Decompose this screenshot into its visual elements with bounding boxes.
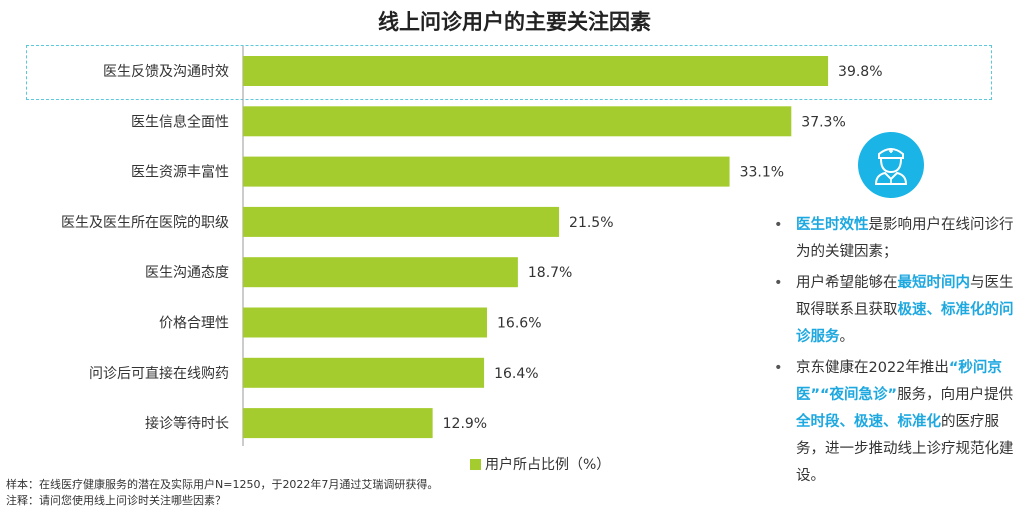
category-label-0: 医生反馈及沟通时效 <box>103 64 229 80</box>
bullet-text: 服务，向用户提供 <box>897 387 1014 403</box>
bullet-text: 京东健康在2022年推出 <box>796 360 949 376</box>
value-label-4: 18.7% <box>528 265 572 281</box>
value-label-2: 33.1% <box>740 165 784 181</box>
doctor-icon <box>858 132 924 198</box>
bar-3 <box>243 206 560 237</box>
category-label-2: 医生资源丰富性 <box>131 164 229 181</box>
highlight-text: 医生时效性 <box>796 217 869 233</box>
highlight-text: 最短时间内 <box>897 275 971 291</box>
bullet-text: 用户希望能够在 <box>796 275 898 291</box>
chart-title: 线上问诊用户的主要关注因素 <box>378 10 651 34</box>
value-label-1: 37.3% <box>801 114 845 130</box>
category-label-5: 价格合理性 <box>159 316 229 332</box>
category-label-7: 接诊等待时长 <box>145 415 229 432</box>
bar-1 <box>243 106 792 137</box>
bullet-text: 与医生取得联系且获取 <box>796 275 1014 318</box>
value-label-5: 16.6% <box>497 316 541 332</box>
value-label-3: 21.5% <box>569 215 613 231</box>
category-label-4: 医生沟通态度 <box>145 265 229 281</box>
legend: 用户所占比例（%） <box>470 454 610 474</box>
bullet-text: 是影响用户在线问诊行为的关键因素； <box>796 217 1014 260</box>
highlight-dashed-box <box>26 45 992 100</box>
category-label-6: 问诊后可直接在线购药 <box>89 365 229 382</box>
footnote-sample: 样本：在线医疗健康服务的潜在及实际用户N=1250，于2022年7月通过艾瑞调研… <box>6 478 439 491</box>
footnote-note: 注释：请问您使用线上问诊时关注哪些因素？ <box>6 494 226 507</box>
value-label-7: 12.9% <box>443 416 487 432</box>
value-label-6: 16.4% <box>494 366 538 382</box>
legend-swatch <box>470 458 481 470</box>
highlight-text: 全时段、极速、标准化 <box>796 414 941 430</box>
bullet-item-0: • 医生时效性是影响用户在线问诊行为的关键因素； <box>774 212 1014 266</box>
bar-2 <box>243 156 730 187</box>
bullet-item-1: • 用户希望能够在最短时间内与医生取得联系且获取极速、标准化的问诊服务。 <box>774 270 1014 351</box>
bullet-dot: • <box>774 275 783 291</box>
bullet-dot: • <box>774 217 783 233</box>
category-label-3: 医生及医生所在医院的职级 <box>61 215 229 231</box>
legend-label: 用户所占比例（%） <box>485 457 611 473</box>
bullet-dot: • <box>774 360 783 376</box>
bullet-item-2: • 京东健康在2022年推出“秒问京医”“夜间急诊”服务，向用户提供全时段、极速、… <box>774 355 1014 490</box>
value-label-0: 39.8% <box>838 64 882 80</box>
highlight-text: 极速、标准化的问诊服务 <box>796 302 1014 345</box>
bar-7 <box>243 408 433 439</box>
bullet-text: 。 <box>839 329 855 345</box>
bar-5 <box>243 307 488 338</box>
insight-bullets: • 医生时效性是影响用户在线问诊行为的关键因素； • 用户希望能够在最短时间内与医生取… <box>774 212 1014 494</box>
category-label-1: 医生信息全面性 <box>131 113 229 130</box>
bar-0 <box>243 56 829 86</box>
bullet-text: 的医疗服务，进一步推动线上诊疗规范化建设。 <box>796 414 1014 484</box>
bar-4 <box>243 257 518 288</box>
highlight-text: “秒问京医”“夜间急诊” <box>796 360 1002 403</box>
bar-6 <box>243 357 485 388</box>
